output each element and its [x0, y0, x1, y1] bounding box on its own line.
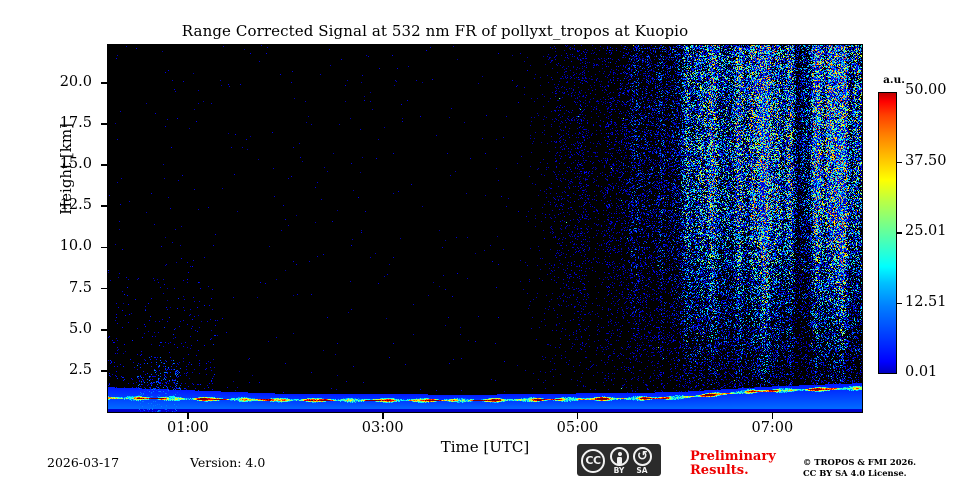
x-axis-tick [187, 412, 189, 419]
version-label: Version: 4.0 [190, 455, 266, 470]
colorbar-tick [897, 161, 902, 164]
colorbar-tick-label: 37.50 [905, 152, 947, 169]
y-axis-tick-label: 20.0 [59, 73, 92, 90]
y-axis-label: Height [km] [57, 123, 75, 215]
colorbar-tick [897, 232, 902, 234]
cc-sa-label: SA [636, 466, 648, 475]
y-axis-tick [101, 123, 108, 125]
y-axis-tick [101, 328, 108, 331]
y-axis-tick-label: 10.0 [59, 238, 92, 255]
page-title: Range Corrected Signal at 532 nm FR of p… [181, 22, 689, 40]
y-axis-tick-label: 15.0 [59, 156, 92, 173]
colorbar-tick-label: 50.00 [905, 82, 947, 98]
colorbar-gradient [878, 92, 897, 374]
x-axis-tick [576, 412, 579, 419]
date-label: 2026-03-17 [47, 455, 120, 470]
colorbar [878, 92, 897, 374]
copyright-line-1: © TROPOS & FMI 2026. [803, 457, 917, 467]
x-axis-tick-label: 07:00 [751, 420, 794, 436]
y-axis-tick [101, 205, 108, 208]
x-axis-tick [771, 412, 774, 419]
y-axis-tick-label: 7.5 [68, 279, 92, 296]
colorbar-tick-label: 12.51 [905, 293, 947, 310]
y-axis-tick [101, 164, 108, 166]
lidar-heatmap-canvas [108, 45, 862, 412]
preliminary-line-2: Results. [690, 463, 749, 478]
y-axis-tick-label: 17.5 [59, 114, 92, 131]
cc-logo-icon: CC [581, 448, 605, 473]
person-glyph [612, 449, 627, 464]
colorbar-tick-label: 0.01 [905, 364, 938, 380]
y-axis-tick [101, 370, 108, 372]
x-axis-tick-label: 05:00 [556, 420, 599, 436]
y-axis-tick [101, 246, 108, 249]
copyright-line-2: CC BY SA 4.0 License. [803, 468, 907, 478]
x-axis-tick [381, 412, 384, 419]
x-axis-tick-label: 01:00 [166, 420, 209, 436]
y-axis-tick [101, 82, 108, 84]
y-axis-tick [101, 287, 108, 290]
x-axis-label: Time [UTC] [440, 438, 530, 456]
cc-sharealike-icon: ↺ [633, 447, 652, 466]
cc-by-person-icon [610, 447, 629, 466]
creative-commons-badge[interactable]: CC BY ↺ SA [577, 444, 661, 476]
copyright-notice: © TROPOS & FMI 2026. CC BY SA 4.0 Licens… [803, 457, 953, 479]
cc-by-label: BY [613, 466, 625, 475]
y-axis-tick-label: 5.0 [68, 320, 92, 337]
colorbar-tick-label: 25.01 [905, 223, 947, 239]
colorbar-tick [897, 302, 902, 305]
colorbar-unit-label: a.u. [883, 74, 905, 86]
person-body [617, 456, 622, 464]
y-axis-tick-label: 2.5 [68, 361, 92, 378]
preliminary-results-notice: Preliminary Results. [690, 450, 800, 478]
person-head [617, 451, 622, 456]
x-axis-tick-label: 03:00 [361, 420, 404, 436]
y-axis-tick-label: 12.5 [59, 197, 92, 214]
preliminary-line-1: Preliminary [690, 449, 776, 464]
lidar-heatmap-panel [108, 45, 862, 412]
